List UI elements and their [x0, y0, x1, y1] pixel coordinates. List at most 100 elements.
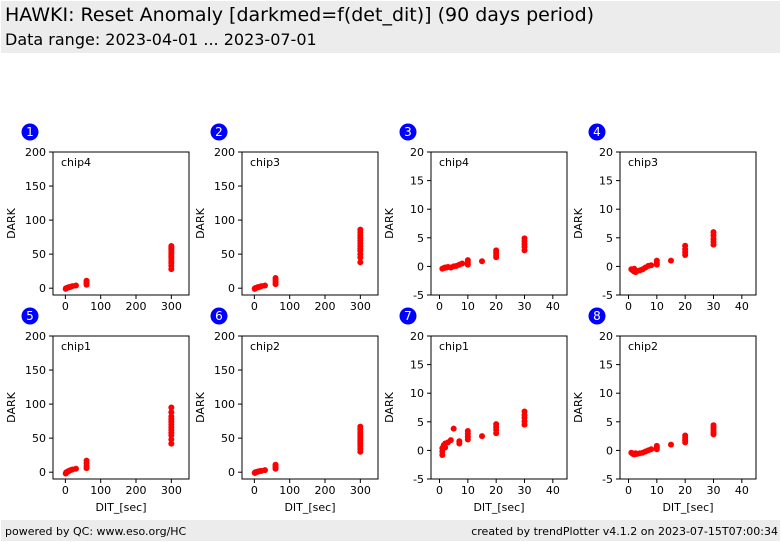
- data-point: [357, 226, 364, 233]
- y-tick-label: 0: [228, 282, 235, 295]
- chip-label: chip3: [250, 156, 280, 169]
- data-point: [464, 427, 471, 434]
- x-tick-label: 10: [461, 300, 475, 313]
- x-tick-label: 0: [62, 300, 69, 313]
- panel-badge-icon: [210, 123, 228, 141]
- panel-badge-icon: [399, 123, 417, 141]
- plot-header: HAWKI: Reset Anomaly [darkmed=f(det_dit)…: [1, 1, 780, 53]
- data-point: [479, 433, 485, 440]
- x-axis-label: DIT_[sec]: [95, 501, 146, 514]
- x-axis-label: DIT_[sec]: [284, 501, 335, 514]
- panel-badge-icon: [588, 123, 606, 141]
- chart-panel-7: 7 0 10 20 30 40 -5 0 5 10 15 20 DARK DIT_[sec] chip1: [383, 307, 568, 514]
- panel-badge-icon: [21, 307, 39, 325]
- y-tick-label: 0: [417, 260, 424, 273]
- data-point: [83, 277, 90, 284]
- data-point: [521, 408, 528, 415]
- y-tick-label: 150: [214, 364, 235, 377]
- x-tick-label: 40: [546, 484, 560, 497]
- panel-number: 8: [593, 309, 601, 323]
- plot-frame: [619, 151, 757, 296]
- y-tick-label: 0: [39, 466, 46, 479]
- chart-panel-2: 2 0 100 200 300 0 50 100 150 200 DARK chip3: [194, 123, 379, 313]
- panel-badge-icon: [399, 307, 417, 325]
- y-tick-label: 10: [599, 203, 613, 216]
- y-tick-label: 200: [25, 146, 46, 159]
- data-range-subtitle: Data range: 2023-04-01 ... 2023-07-01: [5, 30, 317, 49]
- x-tick-label: 0: [251, 484, 258, 497]
- chip-label: chip4: [61, 156, 91, 169]
- data-point: [168, 404, 175, 411]
- x-tick-label: 300: [350, 484, 371, 497]
- data-point: [668, 257, 674, 264]
- data-point: [710, 229, 717, 236]
- data-point: [464, 257, 471, 264]
- data-point: [493, 421, 500, 428]
- data-point: [682, 242, 689, 249]
- data-point: [459, 260, 466, 267]
- y-tick-label: 150: [25, 180, 46, 193]
- y-tick-label: 100: [214, 214, 235, 227]
- y-axis-label: DARK: [5, 207, 18, 238]
- y-tick-label: 10: [410, 387, 424, 400]
- plot-frame: [52, 335, 190, 480]
- x-tick-label: 40: [546, 300, 560, 313]
- x-tick-label: 200: [126, 300, 147, 313]
- x-axis-label: DIT_[sec]: [662, 501, 713, 514]
- y-tick-label: 0: [39, 282, 46, 295]
- y-tick-label: 100: [25, 214, 46, 227]
- y-tick-label: 10: [599, 387, 613, 400]
- x-tick-label: 0: [625, 300, 632, 313]
- plot-frame: [52, 151, 190, 296]
- x-tick-label: 20: [489, 300, 503, 313]
- x-tick-label: 100: [279, 484, 300, 497]
- data-point: [648, 446, 655, 453]
- data-point: [83, 457, 90, 464]
- data-point: [357, 259, 364, 266]
- plot-frame: [430, 151, 568, 296]
- y-tick-label: 0: [417, 444, 424, 457]
- data-point: [272, 274, 279, 281]
- data-point: [682, 432, 689, 439]
- y-tick-label: 15: [599, 175, 613, 188]
- y-tick-label: 100: [25, 398, 46, 411]
- x-tick-label: 20: [678, 484, 692, 497]
- chip-label: chip1: [439, 340, 469, 353]
- y-tick-label: 20: [599, 146, 613, 159]
- data-point: [456, 438, 463, 445]
- x-tick-label: 200: [126, 484, 147, 497]
- data-point: [648, 262, 655, 269]
- data-point: [479, 258, 485, 265]
- data-point: [261, 467, 268, 474]
- x-tick-label: 10: [650, 484, 664, 497]
- data-point: [168, 409, 175, 416]
- x-tick-label: 0: [436, 300, 443, 313]
- plot-frame: [619, 335, 757, 480]
- data-point: [450, 425, 457, 432]
- y-tick-label: 15: [410, 175, 424, 188]
- data-point: [668, 441, 674, 448]
- y-tick-label: 150: [214, 180, 235, 193]
- x-tick-label: 0: [625, 484, 632, 497]
- chart-panel-6: 6 0 100 200 300 0 50 100 150 200 DARK DIT_[sec] chip…: [194, 307, 379, 514]
- data-point: [72, 282, 79, 289]
- x-tick-label: 10: [650, 300, 664, 313]
- page-title: HAWKI: Reset Anomaly [darkmed=f(det_dit)…: [5, 4, 595, 26]
- x-tick-label: 200: [315, 484, 336, 497]
- y-axis-label: DARK: [383, 391, 396, 422]
- footer-bar: powered by QC: www.eso.org/HC created by…: [1, 520, 780, 541]
- y-tick-label: 150: [25, 364, 46, 377]
- y-tick-label: 50: [32, 248, 46, 261]
- plot-frame: [241, 335, 379, 480]
- created-by-text: created by trendPlotter v4.1.2 on 2023-0…: [471, 525, 778, 538]
- x-axis-label: DIT_[sec]: [473, 501, 524, 514]
- y-tick-label: 200: [214, 146, 235, 159]
- panel-badge-icon: [21, 123, 39, 141]
- y-tick-label: 5: [606, 232, 613, 245]
- panel-number: 2: [215, 125, 223, 139]
- y-tick-label: 200: [25, 330, 46, 343]
- x-tick-label: 30: [518, 300, 532, 313]
